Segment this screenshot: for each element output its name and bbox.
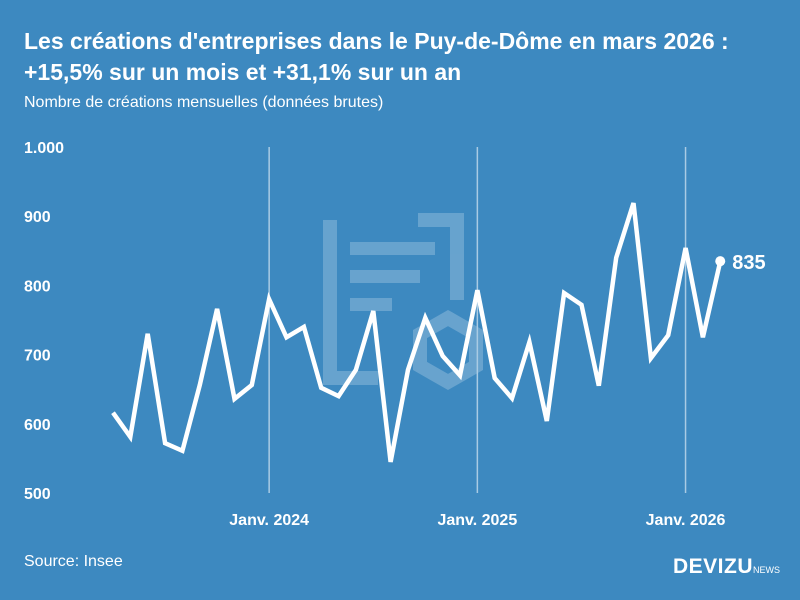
source-label: Source: Insee — [24, 553, 123, 570]
y-tick-label: 600 — [24, 417, 51, 434]
devizu-logo: DEVIZUNEWS — [673, 555, 780, 579]
last-value-label: 835 — [732, 252, 765, 274]
logo-main: DEVIZU — [673, 555, 754, 578]
x-tick-label: Janv. 2024 — [229, 512, 309, 529]
data-point — [715, 256, 726, 267]
y-tick-label: 500 — [24, 486, 51, 503]
watermark-lines — [350, 242, 435, 311]
x-tick-label: Janv. 2025 — [437, 512, 517, 529]
y-tick-label: 1.000 — [24, 140, 64, 157]
y-tick-label: 800 — [24, 278, 51, 295]
chart-title: Les créations d'entreprises dans le Puy-… — [24, 28, 729, 85]
y-tick-label: 700 — [24, 348, 51, 365]
x-tick-label: Janv. 2026 — [646, 512, 726, 529]
series-line — [111, 202, 723, 463]
y-tick-label: 900 — [24, 209, 51, 226]
chart-subtitle: Nombre de créations mensuelles (données … — [24, 94, 384, 111]
logo-suffix: NEWS — [753, 565, 781, 575]
